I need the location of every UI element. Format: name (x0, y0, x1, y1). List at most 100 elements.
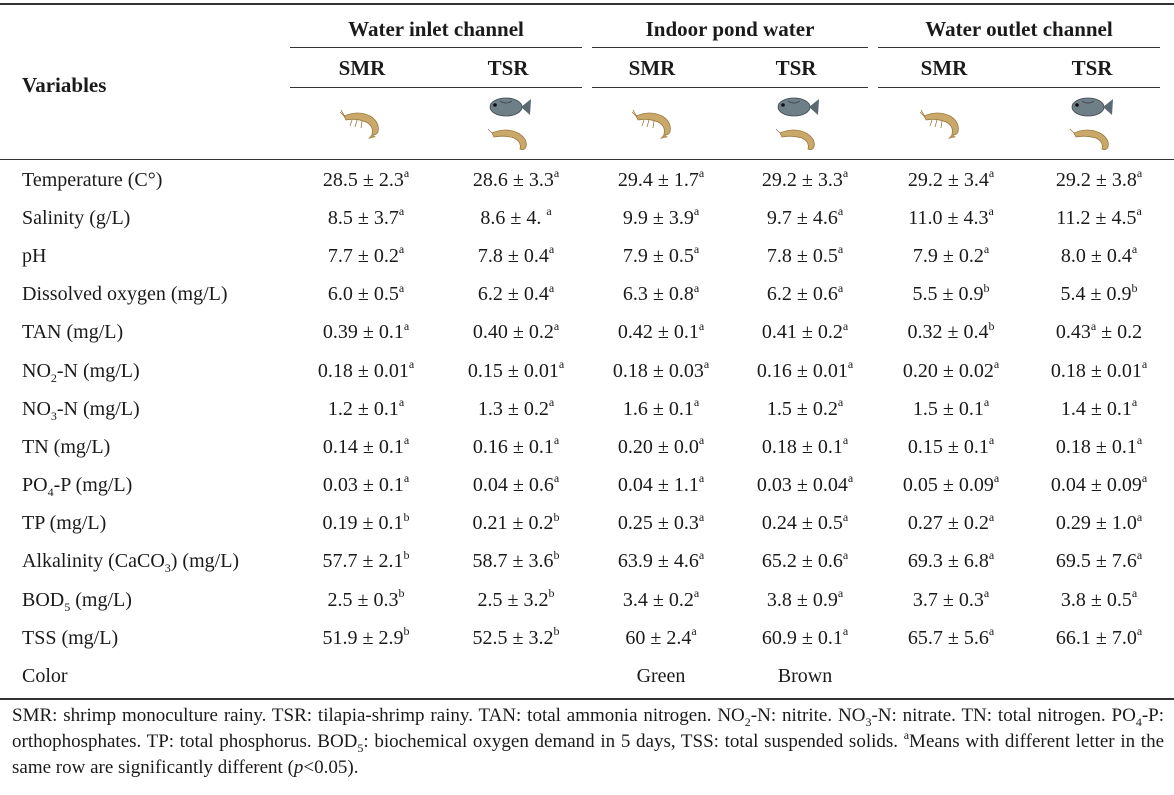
cell-value: 0.32 ± 0.4 (907, 321, 989, 344)
cell-significance-letter: a (693, 586, 700, 600)
footnote-text: Means with different letter in the same … (12, 731, 1164, 778)
subheader-underline-indoor (592, 87, 868, 88)
table-cell: 0.20 ± 0.02a (878, 352, 1024, 390)
cell-significance-letter: a (1131, 242, 1138, 257)
table-cell: 1.5 ± 0.1a (878, 390, 1024, 428)
row-label-text: NO (22, 359, 51, 382)
cell-significance-letter: b (553, 547, 560, 562)
cell-significance-letter: a (842, 318, 849, 333)
cell-value: 1.2 ± 0.1 (327, 397, 399, 420)
cell-significance-letter: b (553, 624, 560, 639)
table-cell: 58.7 ± 3.6b (442, 543, 590, 581)
cell-value: 5.4 ± 0.9 (1060, 283, 1132, 306)
table-cell: 1.4 ± 0.1a (1024, 390, 1174, 428)
cell-value: 1.5 ± 0.2 (766, 397, 838, 420)
cell-significance-letter: a (837, 280, 844, 295)
cell-significance-letter: a (988, 433, 995, 448)
table-cell: 0.04 ± 0.09a (1024, 467, 1174, 505)
cell-value: 69.5 ± 7.6 (1055, 550, 1137, 573)
cell-value: Green (636, 665, 686, 688)
subheader-indoor-smr: SMR (628, 56, 676, 80)
table-cell: 0.18 ± 0.03a (590, 352, 732, 390)
table-cell: 0.05 ± 0.09a (878, 467, 1024, 505)
cell-value: 8.0 ± 0.4 (1060, 244, 1132, 267)
table-cell: 6.2 ± 0.6a (732, 276, 878, 314)
table-cell: 29.2 ± 3.8a (1024, 161, 1174, 199)
table-cell: 0.04 ± 0.6a (442, 467, 590, 505)
table-cell: 0.18 ± 0.01a (1024, 352, 1174, 390)
cell-significance-letter: b (403, 547, 410, 562)
cell-value: 65.2 ± 0.6 (761, 550, 843, 573)
cell-significance-letter: a (1141, 471, 1148, 486)
tilapia-shrimp-icon (1069, 97, 1113, 151)
row-label-text: Alkalinity (CaCO (22, 550, 165, 573)
row-label: TAN (mg/L) (0, 314, 290, 352)
cell-value: 28.5 ± 2.3 (322, 168, 404, 191)
table-row: NO2-N (mg/L) 0.18 ± 0.01a 0.15 ± 0.01a 0.18… (0, 352, 1174, 390)
cell-value: 11.0 ± 4.3 (908, 206, 989, 229)
cell-significance-letter: a (1131, 586, 1138, 600)
cell-value: 1.6 ± 0.1 (622, 397, 694, 420)
table-row: Alkalinity (CaCO3) (mg/L) 57.7 ± 2.1b 58.7… (0, 543, 1174, 581)
table-cell: 29.2 ± 3.3a (732, 161, 878, 199)
cell-significance-letter: a (847, 471, 854, 486)
cell-significance-letter: a (988, 624, 995, 639)
footnote-text: : biochemical oxygen demand in 5 days, T… (363, 731, 904, 752)
table-cell: 11.0 ± 4.3a (878, 199, 1024, 237)
table-cell: 9.9 ± 3.9a (590, 199, 732, 237)
cell-significance-letter: a (983, 242, 990, 257)
cell-significance-letter: a (837, 242, 844, 257)
row-label-text: TP (mg/L) (22, 512, 107, 535)
cell-significance-letter: a (398, 242, 405, 257)
row-label-text: (mg/L) (70, 588, 132, 611)
table-cell: 0.41 ± 0.2a (732, 314, 878, 352)
row-label: Salinity (g/L) (0, 199, 290, 237)
cell-significance-letter: a (403, 433, 410, 448)
cell-significance-letter: a (698, 165, 705, 180)
cell-value: 0.42 ± 0.1 (617, 321, 699, 344)
table-cell: 28.6 ± 3.3a (442, 161, 590, 199)
cell-significance-letter: a (703, 356, 710, 371)
cell-value: 1.4 ± 0.1 (1060, 397, 1132, 420)
cell-value: 9.7 ± 4.6 (766, 206, 838, 229)
table-cell: 0.18 ± 0.1a (732, 428, 878, 466)
footnote-text: -N: nitrite. NO (750, 705, 866, 726)
table-row: BOD5 (mg/L) 2.5 ± 0.3b 2.5 ± 3.2b 3.4 ± 0.2… (0, 581, 1174, 619)
cell-significance-letter: a (548, 242, 555, 257)
cell-significance-letter: a (693, 395, 700, 410)
cell-significance-letter: a (398, 204, 405, 219)
cell-value: 29.2 ± 3.3 (761, 168, 843, 191)
table-cell: 0.43a ± 0.2 (1024, 314, 1174, 352)
cell-value: 7.7 ± 0.2 (327, 244, 399, 267)
table-cell: 66.1 ± 7.0a (1024, 619, 1174, 657)
footnote-subscript: 3 (865, 714, 872, 729)
table-cell: 51.9 ± 2.9b (290, 619, 442, 657)
cell-significance-letter: a (693, 242, 700, 257)
table-cell: 7.8 ± 0.5a (732, 237, 878, 275)
cell-significance-letter: a (837, 586, 844, 600)
table-cell: 0.20 ± 0.0a (590, 428, 732, 466)
table-cell: 1.3 ± 0.2a (442, 390, 590, 428)
cell-significance-letter: b (548, 586, 555, 600)
row-label: Dissolved oxygen (mg/L) (0, 276, 290, 314)
cell-significance-letter: a (403, 318, 410, 333)
row-label-subscript: 3 (50, 408, 57, 423)
cell-value: 7.8 ± 0.5 (766, 244, 838, 267)
footnote-subscript: 5 (357, 740, 364, 755)
variables-header: Variables (22, 73, 107, 97)
cell-significance-letter: a (1090, 318, 1097, 333)
cell-value: 7.9 ± 0.2 (912, 244, 984, 267)
table-cell (442, 657, 590, 695)
cell-value: 3.7 ± 0.3 (912, 588, 984, 611)
table-cell: 60 ± 2.4a (590, 619, 732, 657)
table-row: pH 7.7 ± 0.2a 7.8 ± 0.4a 7.9 ± 0.5a 7.8 ± 0.… (0, 237, 1174, 275)
table-row: Color Green Brown (0, 657, 1174, 695)
table-cell: 6.3 ± 0.8a (590, 276, 732, 314)
table-cell: 0.21 ± 0.2b (442, 505, 590, 543)
cell-value: 29.4 ± 1.7 (617, 168, 699, 191)
group-underline-outlet (878, 47, 1160, 48)
row-label-text: Temperature (C°) (22, 168, 163, 191)
row-label: TSS (mg/L) (0, 619, 290, 657)
cell-value: 0.20 ± 0.02 (902, 359, 994, 382)
table-cell: 0.03 ± 0.1a (290, 467, 442, 505)
